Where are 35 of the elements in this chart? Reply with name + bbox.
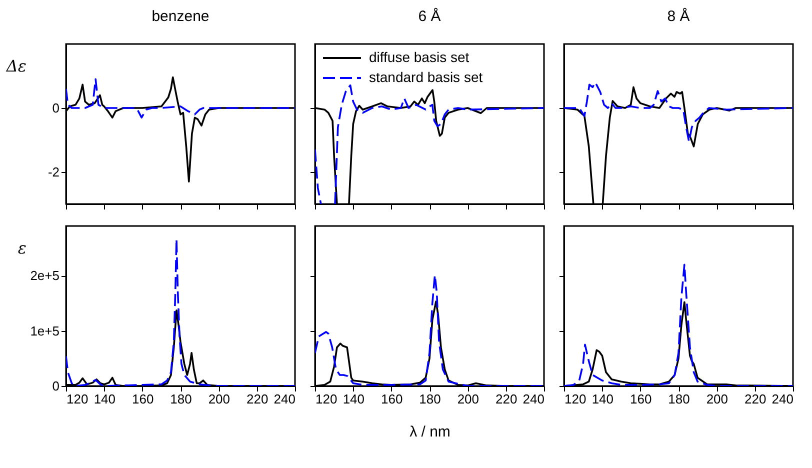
x-tick-label: 200 — [208, 392, 230, 406]
x-tick-label: 120 — [316, 392, 338, 406]
x-tick-label: 240 — [772, 392, 794, 406]
x-tick-label: 180 — [170, 392, 192, 406]
y-tick-label: 2e+5 — [30, 268, 60, 284]
y-axis-title: Δε — [5, 56, 26, 76]
x-tick-label: 220 — [744, 392, 766, 406]
legend-label: diffuse basis set — [369, 49, 470, 65]
x-tick-label: 140 — [342, 392, 365, 406]
x-tick-label: 160 — [630, 392, 652, 406]
y-tick-label: 0 — [52, 378, 60, 394]
x-tick-label: 200 — [457, 392, 480, 406]
x-tick-label: 120 — [66, 392, 88, 406]
line-series — [66, 78, 295, 118]
x-tick-label: 140 — [94, 392, 116, 406]
y-tick-label: 0 — [52, 100, 60, 116]
x-tick-label: 240 — [522, 392, 544, 406]
y-tick-label: 1e+5 — [30, 323, 60, 338]
x-axis-title: λ / nm — [410, 424, 450, 440]
x-tick-label: 120 — [564, 392, 586, 406]
y-tick-label: -2 — [48, 164, 60, 180]
x-tick-label: 240 — [274, 392, 296, 406]
x-tick-label: 220 — [495, 392, 518, 406]
x-tick-label: 160 — [380, 392, 403, 406]
y-axis-title: ε — [18, 238, 26, 258]
x-tick-label: 180 — [419, 392, 441, 406]
x-tick-label: 200 — [706, 392, 728, 406]
chart-title: 6 Å — [418, 7, 441, 25]
chart-title: benzene — [152, 8, 210, 25]
x-tick-label: 140 — [592, 392, 614, 406]
legend-label: standard basis set — [369, 69, 483, 85]
x-tick-label: 220 — [246, 392, 268, 406]
chart-title: 8 Å — [667, 7, 690, 25]
x-tick-label: 180 — [668, 392, 690, 406]
x-tick-label: 160 — [132, 392, 154, 406]
